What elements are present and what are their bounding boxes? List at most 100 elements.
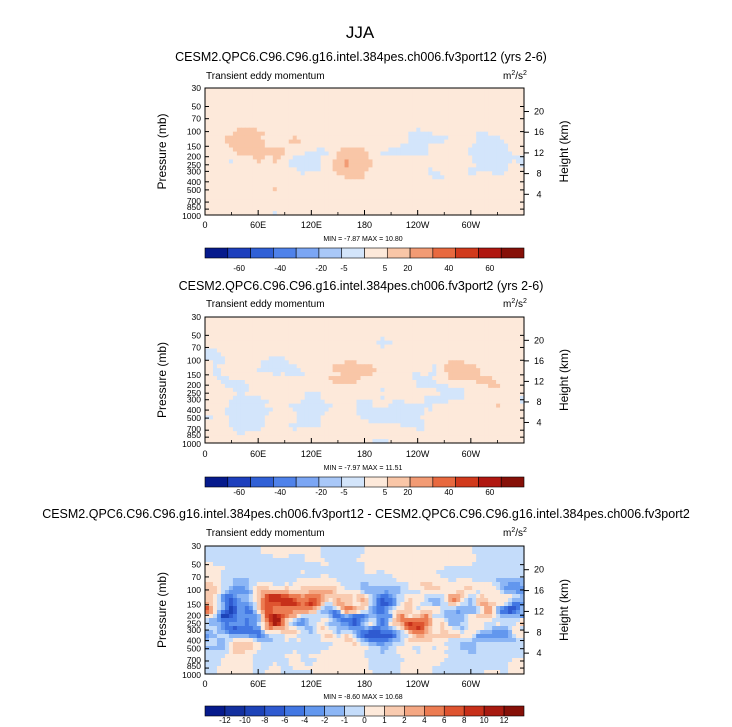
field-cell bbox=[388, 143, 394, 149]
field-cell bbox=[205, 336, 210, 342]
field-cell bbox=[252, 115, 258, 121]
field-cell bbox=[236, 344, 242, 350]
field-cell bbox=[268, 103, 274, 109]
field-cell bbox=[480, 151, 485, 157]
field-cell bbox=[376, 135, 382, 141]
field-cell bbox=[472, 332, 477, 338]
field-cell bbox=[220, 360, 226, 365]
field-cell bbox=[496, 407, 501, 413]
field-cell bbox=[460, 99, 465, 105]
field-cell bbox=[336, 131, 342, 137]
x-tick-label: 60E bbox=[250, 220, 266, 230]
field-cell bbox=[205, 340, 210, 346]
field-cell bbox=[472, 423, 477, 428]
field-cell bbox=[452, 415, 457, 420]
field-cell bbox=[344, 364, 350, 369]
field-cell bbox=[292, 419, 298, 424]
field-cell bbox=[464, 155, 469, 161]
field-cell bbox=[504, 159, 509, 165]
field-cell bbox=[380, 332, 386, 338]
field-cell bbox=[228, 159, 234, 165]
field-cell bbox=[376, 159, 382, 165]
field-cell bbox=[440, 115, 445, 121]
field-cell bbox=[220, 364, 226, 369]
field-cell bbox=[368, 203, 374, 208]
field-cell bbox=[352, 364, 358, 369]
field-cell bbox=[348, 183, 354, 188]
field-cell bbox=[404, 191, 409, 196]
field-cell bbox=[492, 88, 497, 93]
field-cell bbox=[244, 427, 250, 432]
field-cell bbox=[392, 340, 397, 346]
field-cell bbox=[380, 191, 386, 196]
field-cell bbox=[448, 427, 453, 432]
field-cell bbox=[232, 199, 238, 204]
field-cell bbox=[236, 88, 242, 93]
field-cell bbox=[232, 427, 238, 432]
field-cell bbox=[268, 320, 274, 326]
field-cell bbox=[408, 131, 413, 137]
field-cell bbox=[488, 135, 493, 141]
field-cell bbox=[248, 131, 254, 137]
field-cell bbox=[252, 352, 258, 357]
field-cell bbox=[268, 211, 274, 216]
field-cell bbox=[476, 383, 481, 389]
field-cell bbox=[256, 135, 262, 141]
field-cell bbox=[260, 88, 266, 93]
field-cell bbox=[332, 320, 338, 326]
field-cell bbox=[460, 340, 465, 346]
field-cell bbox=[452, 368, 457, 373]
field-cell bbox=[224, 348, 230, 354]
field-cell bbox=[468, 415, 473, 420]
field-cell bbox=[364, 211, 370, 216]
field-cell bbox=[348, 415, 354, 420]
field-cell bbox=[504, 199, 509, 204]
field-cell bbox=[432, 95, 437, 101]
field-cell bbox=[288, 376, 294, 381]
field-cell bbox=[364, 155, 370, 161]
field-cell bbox=[396, 203, 401, 208]
field-cell bbox=[296, 383, 302, 389]
field-cell bbox=[364, 135, 370, 141]
field-cell bbox=[212, 119, 218, 125]
field-cell bbox=[312, 175, 318, 180]
field-cell bbox=[420, 356, 425, 361]
field-cell bbox=[308, 324, 314, 330]
field-cell bbox=[336, 139, 342, 145]
field-cell bbox=[384, 352, 390, 357]
field-cell bbox=[476, 399, 481, 405]
field-cell bbox=[352, 372, 358, 377]
field-cell bbox=[260, 391, 266, 397]
field-cell bbox=[372, 340, 378, 346]
field-cell bbox=[288, 372, 294, 377]
field-cell bbox=[476, 419, 481, 424]
field-cell bbox=[292, 107, 298, 113]
field-cell bbox=[268, 411, 274, 417]
field-cell bbox=[284, 135, 290, 141]
field-cell bbox=[428, 91, 433, 97]
field-cell bbox=[372, 391, 378, 397]
field-cell bbox=[304, 383, 310, 389]
field-cell bbox=[408, 376, 413, 381]
field-cell bbox=[292, 423, 298, 428]
field-cell bbox=[468, 199, 473, 204]
field-cell bbox=[360, 332, 366, 338]
field-cell bbox=[244, 328, 250, 334]
field-cell bbox=[404, 115, 409, 121]
field-cell bbox=[496, 139, 501, 145]
field-cell bbox=[436, 167, 441, 172]
field-cell bbox=[360, 175, 366, 180]
field-cell bbox=[460, 163, 465, 168]
field-cell bbox=[244, 431, 250, 436]
field-cell bbox=[340, 135, 346, 141]
field-cell bbox=[256, 195, 262, 200]
field-cell bbox=[480, 403, 485, 409]
field-cell bbox=[332, 376, 338, 381]
colorbar-box bbox=[409, 247, 434, 259]
field-cell bbox=[300, 380, 306, 385]
field-cell bbox=[468, 407, 473, 413]
field-cell bbox=[476, 324, 481, 330]
field-cell bbox=[452, 131, 457, 137]
field-cell bbox=[456, 380, 461, 385]
field-cell bbox=[292, 159, 298, 165]
